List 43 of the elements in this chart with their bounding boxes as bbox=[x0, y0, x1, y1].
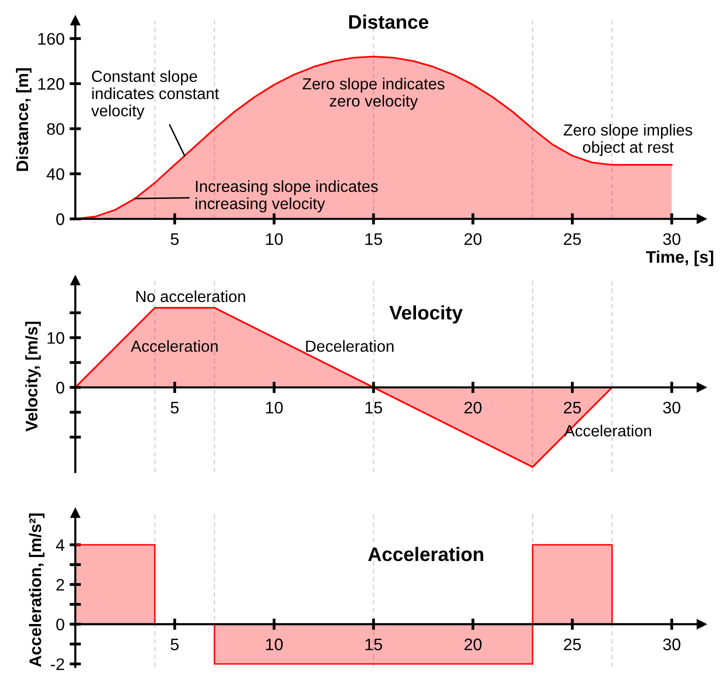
x-tick-label: 25 bbox=[564, 402, 581, 414]
y-tick-label: 10 bbox=[48, 332, 64, 344]
x-tick-label: 20 bbox=[464, 638, 482, 650]
x-tick-label: 25 bbox=[564, 233, 581, 246]
y-axis-title: Acceleration, [m/s²] bbox=[28, 514, 45, 667]
chart-title: Distance bbox=[349, 14, 428, 29]
x-tick-label: 30 bbox=[663, 638, 680, 650]
y-tick-label: 80 bbox=[47, 123, 64, 135]
x-axis-title: Time, [s] bbox=[646, 250, 714, 266]
x-tick-label: 10 bbox=[266, 402, 283, 414]
y-tick-label: 2 bbox=[56, 578, 64, 591]
x-tick-label: 20 bbox=[464, 233, 482, 246]
x-tick-label: 5 bbox=[170, 638, 179, 650]
y-tick-label: 0 bbox=[56, 382, 64, 394]
y-tick-label: 0 bbox=[56, 213, 64, 226]
x-tick-label: 5 bbox=[170, 402, 179, 414]
x-tick-label: 10 bbox=[266, 638, 283, 650]
annotation: Deceleration bbox=[306, 340, 394, 352]
text: Acceleration bbox=[368, 546, 484, 562]
y-tick-label: -2 bbox=[50, 658, 64, 670]
x-tick-label: 5 bbox=[170, 233, 179, 246]
y-tick-label: 4 bbox=[56, 539, 64, 551]
y-axis-title: Distance, [m] bbox=[16, 68, 32, 171]
annotation: Zero slope implies object at rest bbox=[564, 124, 692, 156]
annotation: Increasing slope indicates increasing velocity bbox=[196, 180, 378, 212]
x-tick-label: 25 bbox=[564, 638, 581, 650]
annotation: Constant slope indicates constant velocity bbox=[91, 70, 219, 120]
x-tick-label: 30 bbox=[663, 233, 680, 246]
text: Velocity bbox=[389, 305, 463, 324]
y-axis-title: Velocity, [m/s] bbox=[25, 322, 41, 432]
x-tick-label: 10 bbox=[266, 233, 283, 246]
y-tick-label: 160 bbox=[38, 32, 64, 45]
y-tick-label: 0 bbox=[56, 618, 64, 630]
annotation: No acceleration bbox=[136, 290, 246, 302]
x-tick-label: 15 bbox=[366, 638, 382, 650]
x-tick-label: 15 bbox=[366, 233, 382, 246]
x-tick-label: 30 bbox=[663, 402, 680, 414]
x-tick-label: 15 bbox=[366, 402, 382, 414]
annotation: Zero slope indicates zero velocity bbox=[302, 78, 444, 110]
y-tick-label: 40 bbox=[46, 168, 64, 180]
x-tick-label: 20 bbox=[464, 402, 482, 414]
y-tick-label: 120 bbox=[38, 78, 64, 90]
annotation: Acceleration bbox=[130, 340, 218, 352]
